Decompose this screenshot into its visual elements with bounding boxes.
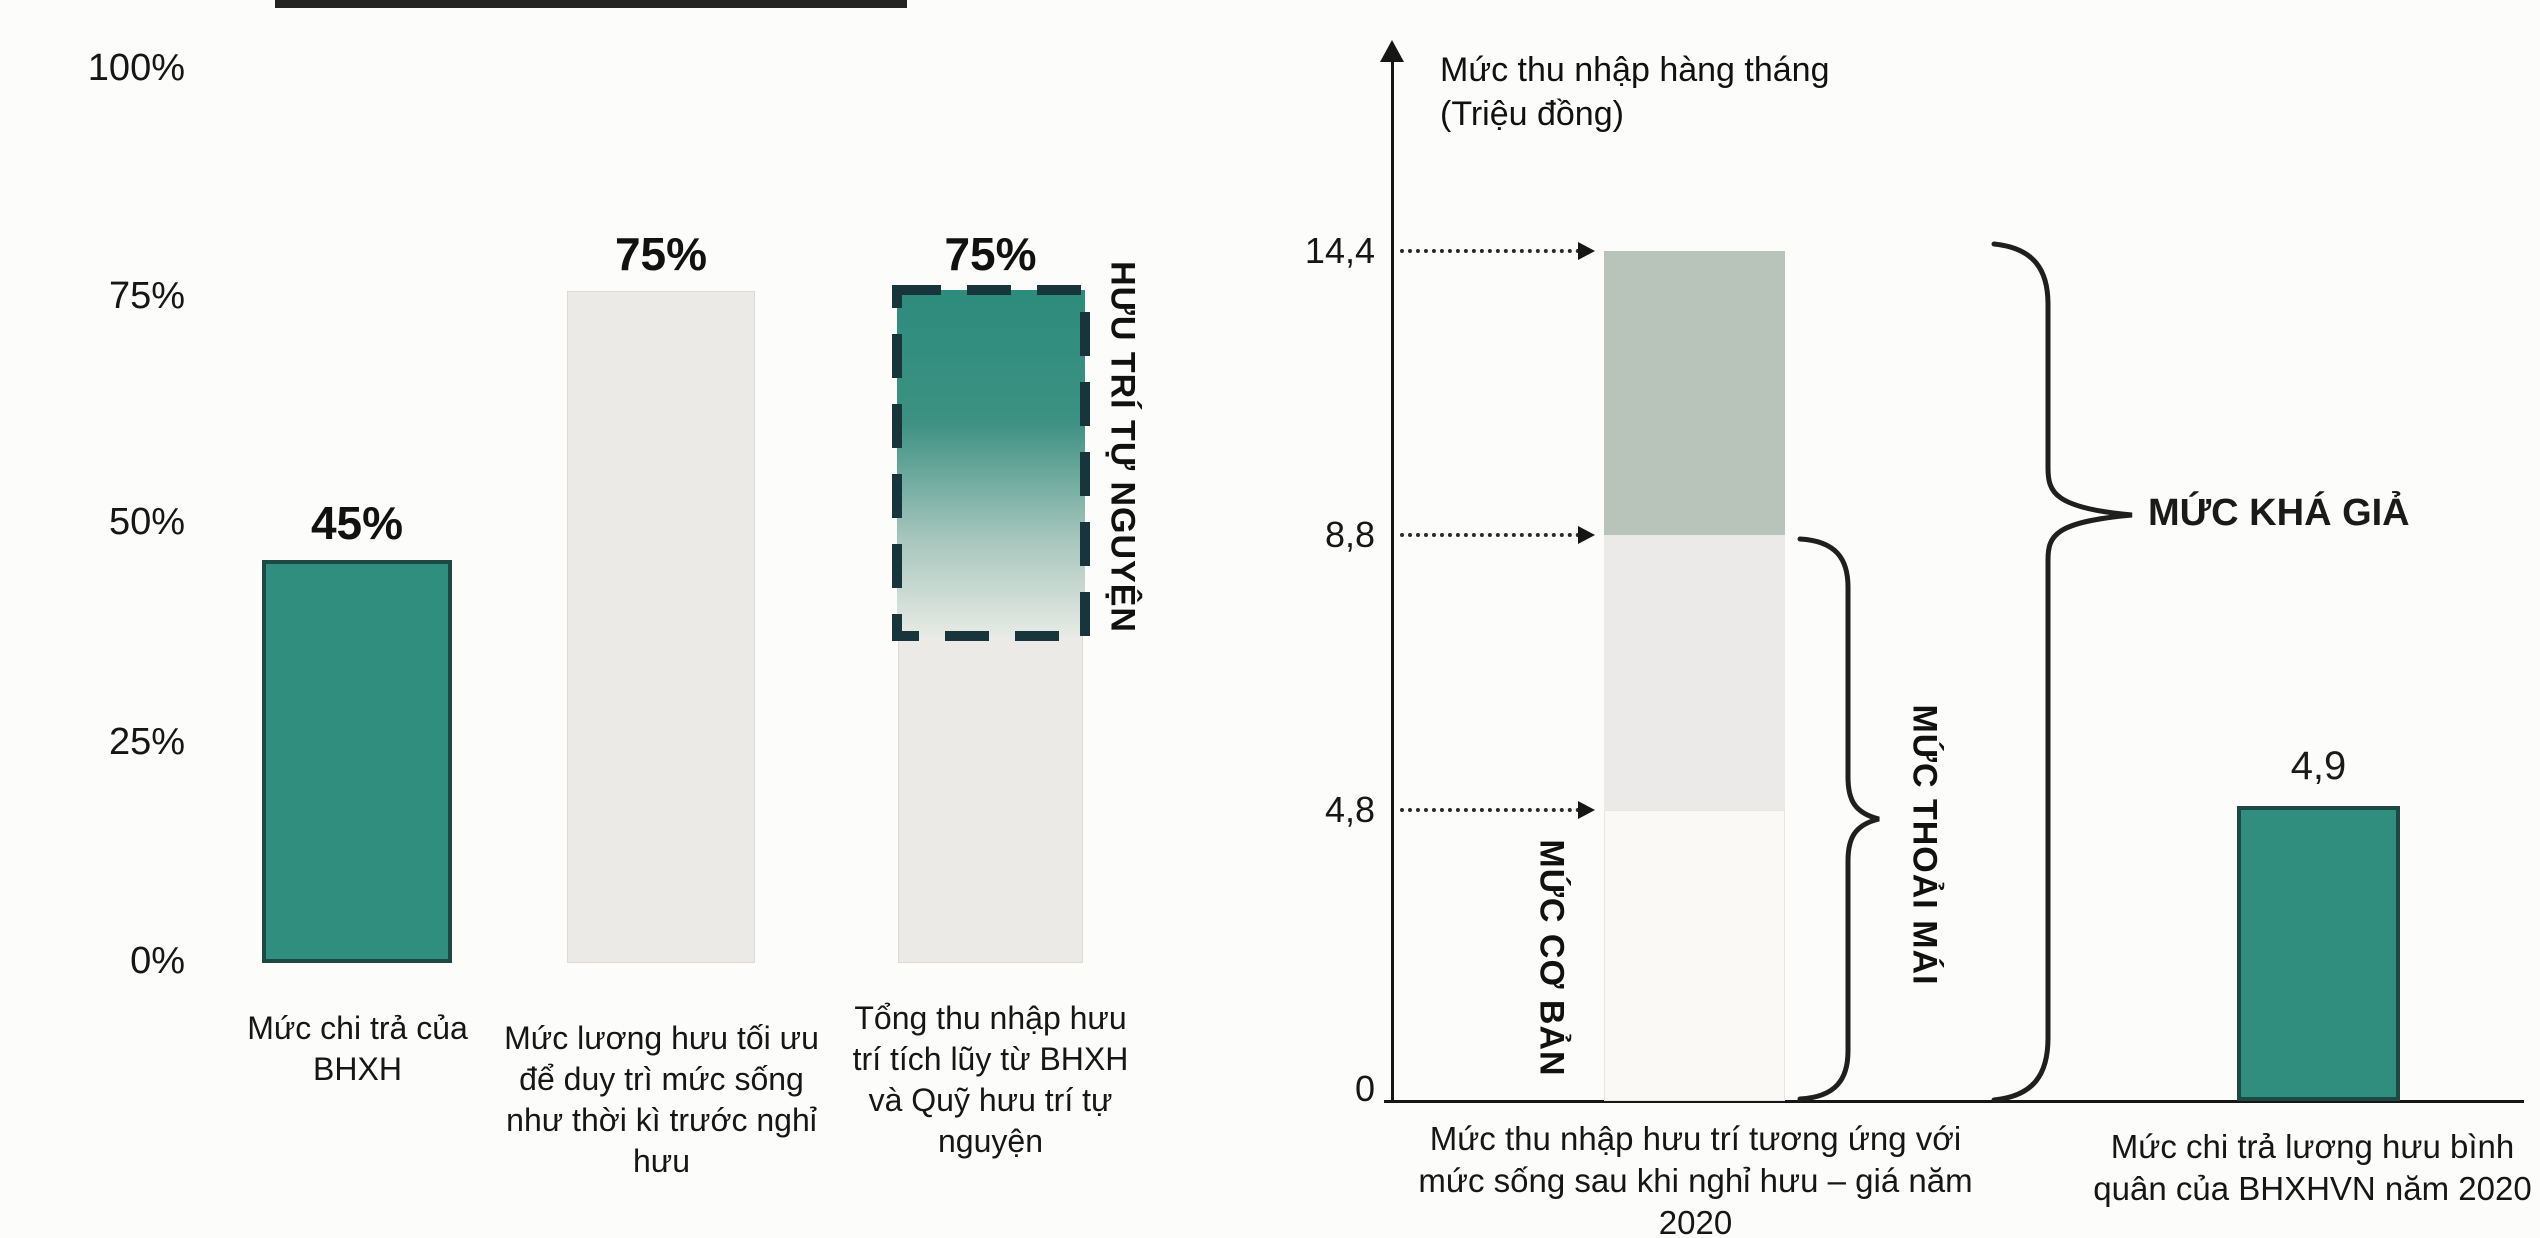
- bar-value-label: 75%: [614, 228, 708, 280]
- cropped-title-underline: [275, 0, 907, 8]
- segment-wealthy-level: [1604, 251, 1785, 535]
- right-ytick-8-8: 8,8: [1324, 514, 1375, 555]
- left-ytick-75: 75%: [108, 275, 185, 317]
- bar-optimal-pension: [567, 291, 755, 963]
- y-axis-title-line1: Mức thu nhập hàng tháng: [1440, 51, 1830, 89]
- right-ytick-4-8: 4,8: [1324, 789, 1375, 830]
- voluntary-pension-dashed-box: [892, 285, 1090, 641]
- y-axis-title: Mức thu nhập hàng tháng (Triệu đồng): [1440, 48, 1830, 136]
- guide-dotted-line-8-8: [1400, 533, 1580, 537]
- guide-arrowhead-8-8: [1578, 526, 1595, 544]
- guide-arrowhead-4-8: [1578, 801, 1595, 819]
- left-ytick-0: 0%: [130, 940, 185, 982]
- brace-comfortable: [1797, 536, 1880, 1102]
- bar-category-label: Mức thu nhập hưu trí tương ứng với mức s…: [1418, 1120, 1973, 1238]
- guide-dotted-line-14-4: [1400, 249, 1580, 253]
- bar-category-label: Mức chi trả của BHXH: [247, 1010, 468, 1087]
- y-axis-title-line2: (Triệu đồng): [1440, 95, 1624, 133]
- y-axis-line: [1391, 60, 1394, 1103]
- bar-category-label: Mức lương hưu tối ưu để duy trì mức sống…: [504, 1020, 819, 1179]
- segment-basic-level: [1604, 810, 1785, 1101]
- guide-dotted-line-4-8: [1400, 808, 1580, 812]
- bar-average-bhxhvn-payout: [2237, 806, 2400, 1101]
- basic-level-label: MỨC CƠ BẢN: [1532, 839, 1571, 1077]
- bar-category-label: Tổng thu nhập hưu trí tích lũy từ BHXH v…: [852, 1000, 1129, 1159]
- left-ytick-100: 100%: [87, 47, 185, 89]
- x-axis-line: [1384, 1100, 2524, 1103]
- right-ytick-14-4: 14,4: [1304, 230, 1375, 271]
- right-ytick-0: 0: [1354, 1068, 1375, 1109]
- bar-category-label: Mức chi trả lương hưu bình quân của BHXH…: [2093, 1128, 2532, 1208]
- bar-bhxh-payout: [262, 560, 452, 963]
- bar-value-label: 75%: [944, 228, 1037, 280]
- comfortable-level-label: MỨC THOẢI MÁI: [1905, 704, 1944, 986]
- segment-comfortable-level: [1604, 535, 1785, 810]
- bar-value-label: 4,9: [2290, 744, 2347, 788]
- well-off-level-label: MỨC KHÁ GIẢ: [2148, 492, 2410, 534]
- left-ytick-50: 50%: [108, 501, 185, 543]
- bar-total-income-gray-base: [898, 630, 1083, 963]
- brace-well-off: [1991, 241, 2133, 1103]
- bar-value-label: 45%: [310, 497, 404, 549]
- voluntary-pension-side-label: HƯU TRÍ TỰ NGUYỆN: [1103, 261, 1142, 633]
- guide-arrowhead-14-4: [1578, 242, 1595, 260]
- left-ytick-25: 25%: [108, 721, 185, 763]
- y-axis-arrowhead: [1380, 40, 1404, 62]
